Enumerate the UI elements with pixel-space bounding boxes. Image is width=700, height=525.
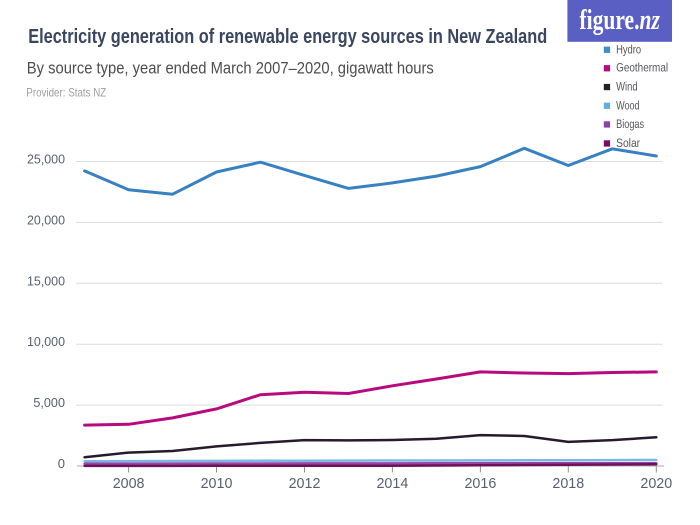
svg-text:figure.nz: figure.nz bbox=[579, 5, 660, 36]
svg-text:20,000: 20,000 bbox=[27, 212, 65, 227]
svg-text:Biogas: Biogas bbox=[616, 117, 644, 131]
svg-text:25,000: 25,000 bbox=[27, 152, 65, 167]
svg-text:2010: 2010 bbox=[201, 476, 233, 492]
svg-text:Provider: Stats NZ: Provider: Stats NZ bbox=[26, 86, 106, 100]
svg-text:5,000: 5,000 bbox=[33, 395, 65, 410]
svg-text:10,000: 10,000 bbox=[27, 334, 65, 349]
svg-text:0: 0 bbox=[58, 456, 65, 471]
svg-text:Wood: Wood bbox=[616, 98, 640, 112]
svg-text:Wind: Wind bbox=[616, 80, 638, 94]
svg-text:By source type, year ended Mar: By source type, year ended March 2007–20… bbox=[27, 59, 434, 78]
svg-text:15,000: 15,000 bbox=[27, 273, 65, 288]
svg-text:2014: 2014 bbox=[376, 476, 408, 492]
svg-text:Geothermal: Geothermal bbox=[616, 61, 668, 75]
svg-text:2012: 2012 bbox=[289, 476, 321, 492]
svg-text:Electricity generation of rene: Electricity generation of renewable ener… bbox=[28, 26, 547, 48]
svg-text:2018: 2018 bbox=[552, 476, 584, 492]
svg-text:2008: 2008 bbox=[113, 476, 145, 492]
svg-text:2020: 2020 bbox=[640, 476, 672, 492]
svg-text:2016: 2016 bbox=[464, 476, 496, 492]
svg-text:Hydro: Hydro bbox=[616, 42, 641, 56]
svg-text:Solar: Solar bbox=[616, 136, 640, 150]
